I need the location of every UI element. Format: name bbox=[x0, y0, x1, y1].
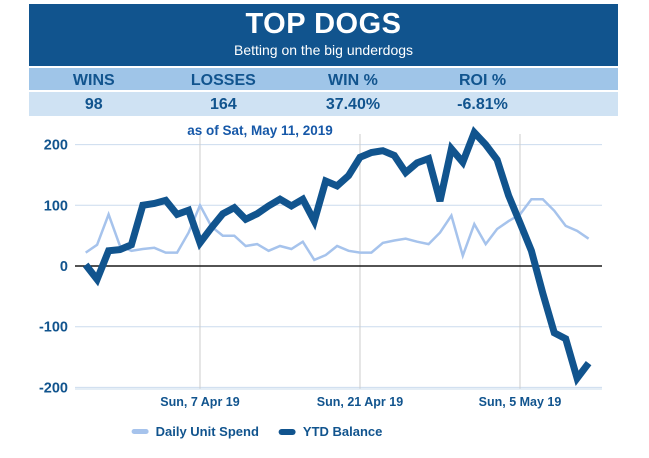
stat-header-roi-pct: ROI % bbox=[458, 72, 507, 89]
page-subtitle: Betting on the big underdogs bbox=[233, 42, 414, 58]
y-tick-label--100: -100 bbox=[39, 320, 68, 336]
stat-header-wins: WINS bbox=[72, 72, 115, 89]
series-line-daily-unit-spend[interactable] bbox=[84, 197, 590, 262]
stat-value-win-pct: 37.40% bbox=[325, 96, 381, 113]
y-tick-label--200: -200 bbox=[39, 380, 68, 396]
chart-title: as of Sat, May 11, 2019 bbox=[187, 123, 333, 138]
legend-swatch-ytd-balance bbox=[278, 428, 296, 435]
stat-header-win-pct: WIN % bbox=[328, 72, 378, 89]
y-tick-label-200: 200 bbox=[44, 138, 68, 154]
x-tick-label-1: Sun, 21 Apr 19 bbox=[317, 395, 403, 409]
chart-legend: Daily Unit Spend YTD Balance bbox=[131, 424, 383, 439]
legend-label-ytd-balance: YTD Balance bbox=[302, 424, 383, 439]
page-title: TOP DOGS bbox=[245, 8, 402, 40]
stat-value-wins: 98 bbox=[84, 96, 103, 113]
stat-value-roi-pct: -6.81% bbox=[457, 96, 508, 113]
chart-canvas[interactable]: 200 100 0 -100 -200 Sun, 7 Apr 19 Sun, 21 Apr … bbox=[0, 118, 649, 454]
stat-header-losses: LOSSES bbox=[190, 72, 256, 89]
legend-item-daily-unit-spend[interactable]: Daily Unit Spend bbox=[131, 424, 259, 439]
legend-swatch-daily-unit-spend bbox=[131, 429, 149, 434]
stats-values-row: 98 164 37.40% -6.81% bbox=[29, 92, 618, 118]
y-tick-label-100: 100 bbox=[44, 198, 68, 214]
scorecard: TOP DOGS Betting on the big underdogs WI… bbox=[29, 4, 618, 118]
x-tick-label-0: Sun, 7 Apr 19 bbox=[160, 395, 239, 409]
legend-label-daily-unit-spend: Daily Unit Spend bbox=[155, 424, 259, 439]
stat-value-losses: 164 bbox=[210, 96, 237, 113]
chart[interactable]: 200 100 0 -100 -200 Sun, 7 Apr 19 Sun, 21 Apr … bbox=[0, 118, 649, 454]
card-header: TOP DOGS Betting on the big underdogs bbox=[29, 4, 618, 66]
series-line-ytd-balance[interactable] bbox=[82, 126, 592, 386]
x-tick-label-2: Sun, 5 May 19 bbox=[479, 395, 562, 409]
stats-header-row: WINS LOSSES WIN % ROI % bbox=[29, 66, 618, 92]
legend-item-ytd-balance[interactable]: YTD Balance bbox=[278, 424, 383, 439]
y-tick-label-0: 0 bbox=[60, 259, 68, 275]
